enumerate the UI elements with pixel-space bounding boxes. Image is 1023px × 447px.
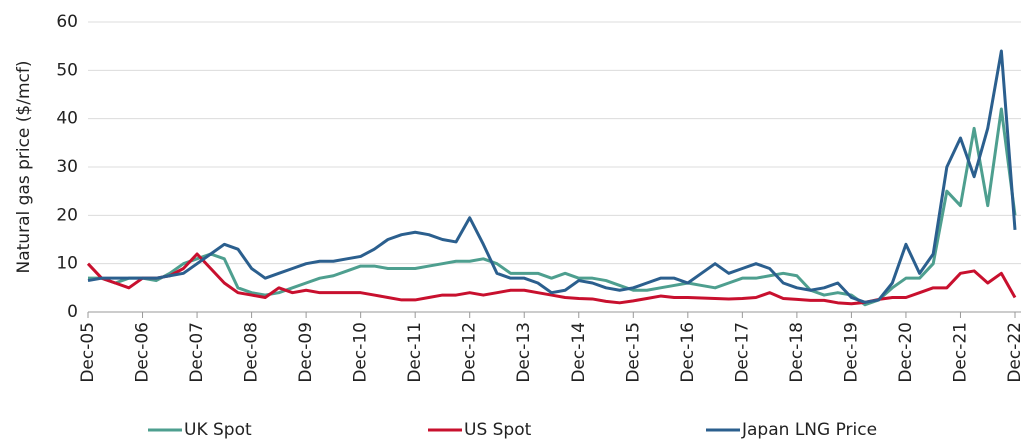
legend-label: US Spot: [464, 420, 532, 440]
x-tick-label: Dec-07: [187, 322, 207, 383]
y-tick-label: 60: [56, 12, 78, 32]
x-tick-label: Dec-21: [950, 322, 970, 383]
x-tick-label: Dec-08: [242, 322, 262, 383]
x-tick-label: Dec-16: [678, 322, 698, 383]
x-tick-label: Dec-17: [732, 322, 752, 383]
x-tick-label: Dec-06: [133, 322, 153, 383]
line-series: [87, 49, 1017, 304]
x-tick-label: Dec-14: [569, 322, 589, 383]
y-axis-label: Natural gas price ($/mcf): [14, 61, 34, 274]
x-tick-label: Dec-22: [1005, 322, 1023, 383]
legend-label: Japan LNG Price: [741, 420, 877, 440]
legend-label: UK Spot: [184, 420, 252, 440]
x-tick-label: Dec-05: [78, 322, 98, 383]
x-tick-label: Dec-09: [296, 322, 316, 383]
y-tick-label: 10: [56, 254, 78, 274]
x-tick-label: Dec-18: [787, 322, 807, 383]
y-tick-label: 0: [67, 302, 78, 322]
x-tick-label: Dec-19: [841, 322, 861, 383]
x-tick-label: Dec-12: [460, 322, 480, 383]
line-series: [88, 107, 1017, 307]
line-series: [86, 252, 1017, 306]
x-tick-label: Dec-10: [351, 322, 371, 383]
y-tick-label: 40: [56, 109, 78, 129]
x-tick-label: Dec-11: [405, 322, 425, 383]
y-tick-label: 20: [56, 205, 78, 225]
x-tick-label: Dec-13: [514, 322, 534, 383]
y-tick-label: 50: [56, 60, 78, 80]
x-tick-label: Dec-15: [623, 322, 643, 383]
y-tick-label: 30: [56, 157, 78, 177]
x-tick-label: Dec-20: [896, 322, 916, 383]
